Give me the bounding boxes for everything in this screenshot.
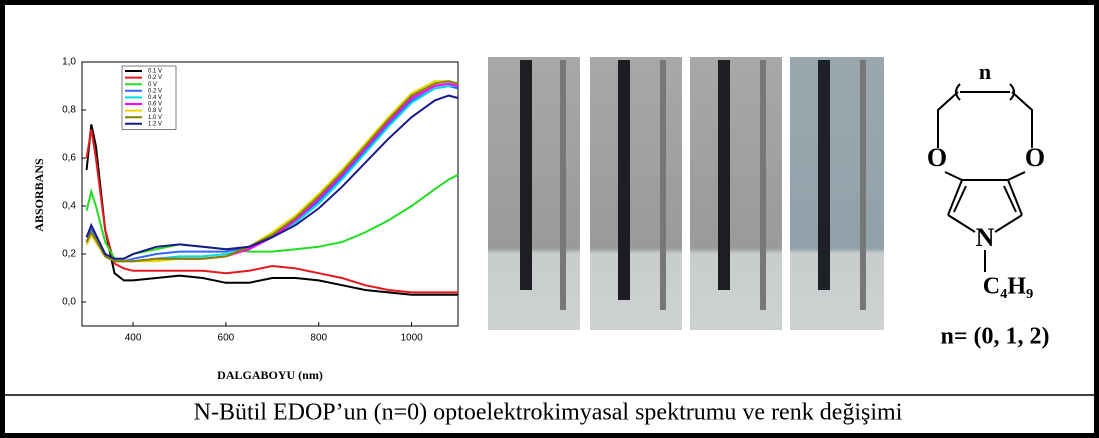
- repeat-label: n: [979, 59, 991, 84]
- x-tick-label: 1000: [400, 333, 423, 344]
- photo: [590, 57, 682, 330]
- y-tick-label: 0,4: [62, 201, 76, 212]
- cuvette-photos: [488, 57, 884, 330]
- y-tick-label: 0,6: [62, 153, 76, 164]
- atom-label: O: [927, 143, 947, 172]
- repeat-unit: [956, 84, 1014, 100]
- legend-label: 0.4 V: [148, 95, 162, 101]
- y-axis-title: ABSORBANS: [32, 158, 46, 232]
- y-tick-label: 0,2: [62, 249, 76, 260]
- legend-label: 0.2 V: [148, 88, 162, 94]
- x-tick-label: 400: [125, 333, 142, 344]
- caption: N-Bütil EDOP’un (n=0) optoelektrokimyasa…: [194, 400, 903, 426]
- atom-label: N: [976, 223, 995, 252]
- figure: N-Bütil EDOP’un (n=0) optoelektrokimyasa…: [0, 0, 1099, 438]
- y-tick-label: 0,8: [62, 105, 76, 116]
- y-tick-label: 1,0: [62, 57, 76, 68]
- x-tick-label: 800: [310, 333, 327, 344]
- substituent: C₄H₉: [983, 274, 1033, 300]
- photo: [690, 57, 782, 330]
- legend-label: 0.2 V: [148, 75, 162, 81]
- n-values: n= (0, 1, 2): [940, 324, 1049, 350]
- legend-label: 0.6 V: [148, 102, 162, 108]
- x-axis-title: DALGABOYU (nm): [217, 368, 323, 382]
- x-tick-label: 600: [218, 333, 235, 344]
- atom-label: O: [1025, 143, 1045, 172]
- figure-canvas: N-Bütil EDOP’un (n=0) optoelektrokimyasa…: [0, 0, 1099, 438]
- bridge: [938, 92, 1032, 148]
- photo: [790, 57, 884, 330]
- legend-label: 0 V: [148, 82, 157, 88]
- legend-label: 0.8 V: [148, 108, 162, 114]
- series-line: [87, 175, 458, 259]
- series-line: [87, 124, 458, 294]
- legend-label: 0.1 V: [148, 69, 162, 75]
- photo: [488, 57, 580, 330]
- y-tick-label: 0,0: [62, 297, 76, 308]
- legend-label: 1.2 V: [148, 121, 162, 127]
- legend-label: 1.0 V: [148, 115, 162, 121]
